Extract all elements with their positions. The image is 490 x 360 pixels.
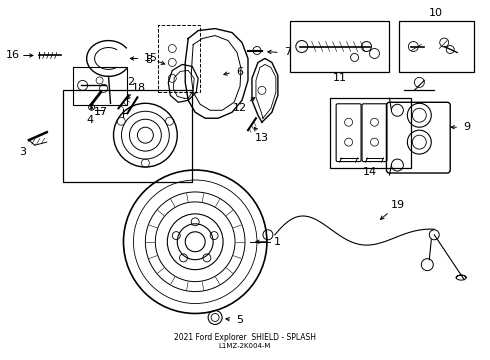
Text: 19: 19 xyxy=(391,200,404,210)
Bar xyxy=(399,21,474,72)
Text: L1MZ-2K004-M: L1MZ-2K004-M xyxy=(219,343,271,349)
Text: 14: 14 xyxy=(363,167,377,177)
Bar xyxy=(158,24,200,92)
Text: 13: 13 xyxy=(255,133,269,143)
Bar xyxy=(73,67,127,105)
Text: 11: 11 xyxy=(333,73,346,84)
Text: 4: 4 xyxy=(86,115,93,125)
Text: 10: 10 xyxy=(429,8,443,18)
Text: 9: 9 xyxy=(464,122,471,132)
Bar xyxy=(63,90,192,182)
Text: 7: 7 xyxy=(284,48,292,58)
Text: 15: 15 xyxy=(144,54,157,63)
Text: 1: 1 xyxy=(273,237,280,247)
Text: 6: 6 xyxy=(237,67,244,77)
Text: 18: 18 xyxy=(131,84,146,93)
Text: 17: 17 xyxy=(94,107,108,117)
Text: 8: 8 xyxy=(145,55,152,66)
Bar xyxy=(290,21,390,72)
Text: 3: 3 xyxy=(20,147,26,157)
Text: 5: 5 xyxy=(237,315,244,325)
Text: 2: 2 xyxy=(127,77,134,87)
Bar xyxy=(330,98,412,168)
Text: 12: 12 xyxy=(233,103,247,113)
Text: 16: 16 xyxy=(6,50,20,60)
Text: 2021 Ford Explorer  SHIELD - SPLASH: 2021 Ford Explorer SHIELD - SPLASH xyxy=(174,333,316,342)
